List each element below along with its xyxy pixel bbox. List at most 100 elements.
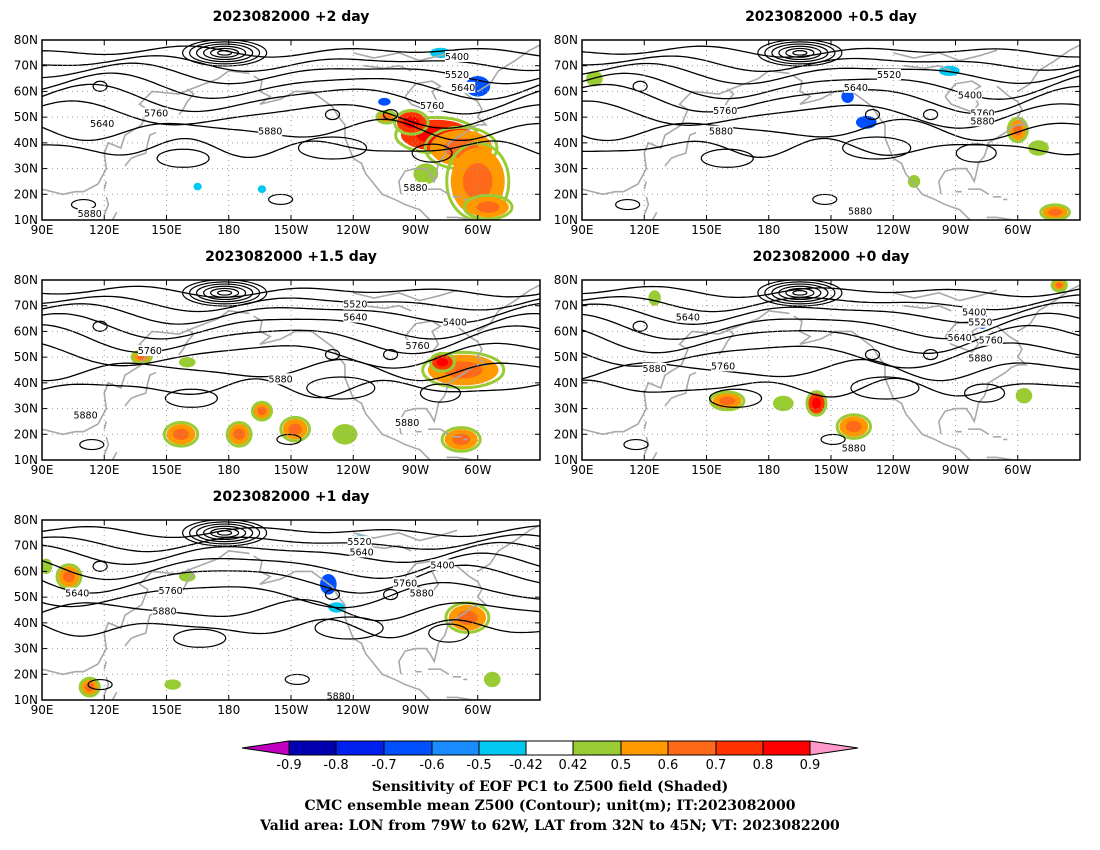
coastline bbox=[398, 325, 489, 435]
high-contour bbox=[173, 628, 227, 648]
panel-plus-1-day: 2023082000 +1 day 5520564054005760588056… bbox=[14, 489, 541, 717]
coastline bbox=[664, 371, 697, 407]
polar-low-contour bbox=[792, 50, 808, 56]
coastline bbox=[124, 131, 157, 167]
sensitivity-shading-core bbox=[63, 570, 75, 583]
sensitivity-shading-rim bbox=[279, 415, 311, 443]
lat-tick-label: 20N bbox=[554, 427, 578, 441]
lat-tick-label: 30N bbox=[14, 642, 38, 656]
contour-label: 5760 bbox=[159, 586, 183, 597]
colorbar-swatch bbox=[715, 740, 764, 756]
panel-plus-0-5-day: 2023082000 +0.5 day 55205640540057605880… bbox=[554, 9, 1081, 237]
contour-label-bg bbox=[343, 298, 368, 310]
lon-tick-label: 90W bbox=[402, 703, 429, 717]
lat-tick-label: 70N bbox=[554, 299, 578, 313]
closed-low-contour bbox=[324, 588, 341, 601]
colorbar-tick-label: -0.7 bbox=[371, 758, 396, 773]
sensitivity-shading-rim bbox=[393, 108, 430, 136]
contour-label-bg bbox=[137, 345, 162, 356]
lon-tick-label: 60W bbox=[1004, 463, 1031, 477]
colorbar-swatch bbox=[762, 740, 811, 756]
polar-low-contour bbox=[203, 285, 247, 301]
contour-label: 5880 bbox=[395, 418, 419, 429]
sensitivity-shading bbox=[1015, 388, 1033, 404]
closed-low-contour bbox=[632, 320, 648, 332]
contour-label: 5880 bbox=[842, 444, 866, 455]
coastline bbox=[582, 70, 790, 196]
contour-label: 5640 bbox=[948, 333, 972, 344]
coastline bbox=[955, 428, 1008, 441]
z500-contour bbox=[42, 534, 540, 553]
sensitivity-shading-rim bbox=[805, 390, 828, 417]
colorbar-tick-label: -0.8 bbox=[323, 758, 348, 773]
caption-line-3: Valid area: LON from 79W to 62W, LAT fro… bbox=[259, 818, 840, 834]
lat-tick-label: 10N bbox=[554, 453, 578, 467]
colorbar-tick-label: 0.6 bbox=[658, 758, 679, 773]
contour-label: 5760 bbox=[970, 109, 994, 120]
coastline bbox=[124, 611, 157, 647]
contour-label: 5640 bbox=[90, 119, 114, 130]
closed-low-contour bbox=[864, 108, 881, 121]
sensitivity-shading bbox=[42, 558, 53, 574]
closed-low-contour bbox=[922, 348, 939, 361]
z500-contour bbox=[42, 72, 540, 101]
contour-label: 5880 bbox=[152, 607, 176, 618]
lon-tick-label: 120W bbox=[336, 223, 371, 237]
coastline bbox=[793, 75, 971, 220]
polar-low-contour bbox=[757, 280, 843, 307]
contour-label: 5880 bbox=[78, 209, 102, 220]
contour-label-bg bbox=[968, 316, 993, 328]
z500-contour bbox=[42, 295, 540, 313]
high-contour bbox=[955, 143, 997, 163]
contour-label-bg bbox=[843, 81, 868, 93]
polar-low-contour bbox=[778, 285, 822, 301]
colorbar-tick-label: -0.6 bbox=[419, 758, 444, 773]
contour-label-bg bbox=[642, 363, 667, 374]
lat-tick-label: 20N bbox=[14, 667, 38, 681]
z500-contour bbox=[42, 358, 540, 382]
polar-low-contour bbox=[217, 50, 233, 56]
contour-label: 5400 bbox=[443, 318, 467, 329]
sensitivity-shading bbox=[907, 175, 921, 188]
lon-tick-label: 120E bbox=[89, 223, 120, 237]
colorbar-tick-label: 0.42 bbox=[559, 758, 588, 773]
panel-plus-2-day: 2023082000 +2 day 5400 5520 5640 5760 5640 57… bbox=[14, 9, 541, 237]
lat-tick-label: 60N bbox=[14, 564, 38, 578]
contour-label-bg bbox=[445, 69, 469, 80]
polar-low-contour bbox=[189, 41, 261, 65]
lat-tick-label: 70N bbox=[14, 539, 38, 553]
contour-label-bg bbox=[268, 373, 293, 385]
closed-low-contour bbox=[383, 348, 399, 361]
high-contour bbox=[164, 388, 218, 408]
panel-title: 2023082000 +1 day bbox=[213, 489, 370, 505]
high-contour bbox=[428, 623, 470, 643]
closed-low-contour bbox=[92, 560, 108, 572]
polar-low-contour bbox=[210, 527, 240, 538]
lat-tick-label: 10N bbox=[14, 453, 38, 467]
sensitivity-shading-rim bbox=[1050, 280, 1068, 293]
z500-contour bbox=[42, 564, 540, 594]
contour-label-bg bbox=[442, 316, 467, 328]
polar-low-contour bbox=[771, 43, 829, 63]
lat-tick-label: 80N bbox=[554, 33, 578, 47]
contour-label: 5520 bbox=[343, 300, 367, 311]
high-contour bbox=[79, 438, 105, 451]
contour-label-bg bbox=[978, 334, 1003, 346]
contour-label-bg bbox=[144, 107, 169, 119]
contour-label-bg bbox=[711, 360, 736, 372]
sensitivity-shading-rim bbox=[421, 350, 506, 390]
lat-tick-label: 60N bbox=[14, 324, 38, 338]
sensitivity-shading-core bbox=[233, 428, 245, 440]
contour-label-bg bbox=[420, 99, 445, 111]
sensitivity-shading-core bbox=[719, 396, 736, 406]
contour-label-bg bbox=[65, 587, 90, 599]
lat-tick-label: 80N bbox=[14, 273, 38, 287]
lon-tick-label: 150E bbox=[151, 463, 182, 477]
colorbar-swatch bbox=[572, 740, 622, 756]
sensitivity-shading bbox=[164, 679, 182, 690]
high-contour bbox=[700, 148, 754, 168]
coastline bbox=[1017, 44, 1080, 93]
contour-label-bg bbox=[430, 559, 455, 571]
lat-tick-label: 50N bbox=[554, 110, 578, 124]
